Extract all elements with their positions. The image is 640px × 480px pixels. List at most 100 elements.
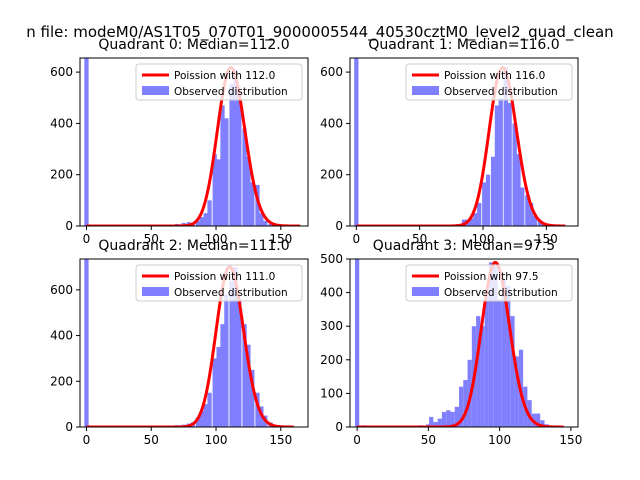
quadrant-3-panel: 0 50 100 150 0 100 200 300 400 500 Poission with 9… xyxy=(320,238,582,447)
histogram-bar xyxy=(237,299,242,427)
y-tick-label: 500 xyxy=(320,252,343,266)
legend-bar-swatch xyxy=(412,287,439,296)
x-tick-label: 0 xyxy=(353,433,361,447)
histogram-bars xyxy=(354,58,562,226)
y-tick-label: 100 xyxy=(320,386,343,400)
y-tick-label: 300 xyxy=(320,319,343,333)
legend-bar-swatch xyxy=(142,86,169,95)
y-tick-label: 600 xyxy=(320,65,343,79)
histogram-bar xyxy=(212,358,217,427)
legend: Poission with 97.5 Observed distribution xyxy=(405,264,573,302)
y-tick-label: 400 xyxy=(320,116,343,130)
y-tick-label: 200 xyxy=(50,374,73,388)
histogram-bar xyxy=(250,369,255,427)
histogram-bar xyxy=(476,316,481,427)
legend-box xyxy=(135,63,303,101)
poisson-fit-line xyxy=(356,260,565,427)
histogram-bar xyxy=(469,218,474,226)
x-tick-label: 100 xyxy=(472,232,495,246)
histogram-bar xyxy=(433,421,438,427)
x-tick-label: 100 xyxy=(205,433,228,447)
x-tick-label: 0 xyxy=(83,232,91,246)
histogram-bar xyxy=(207,200,212,226)
legend-entry-observed: Observed distribution xyxy=(174,86,288,98)
x-tick-label: 100 xyxy=(488,433,511,447)
histogram-bar xyxy=(540,420,545,427)
legend-entry-fit: Poission with 116.0 xyxy=(444,70,545,82)
histogram-bar xyxy=(203,404,208,427)
histogram-bar xyxy=(494,105,500,226)
histogram-bar xyxy=(497,299,502,427)
y-tick-label: 200 xyxy=(320,353,343,367)
histogram-bar xyxy=(446,410,451,427)
quadrant-title: Quadrant 2: Median=111.0 xyxy=(98,238,289,254)
poisson-fit-line xyxy=(355,66,567,226)
histogram-bar xyxy=(493,265,498,427)
histogram-bar xyxy=(477,202,482,226)
histogram-bar xyxy=(516,154,521,226)
x-tick-label: 150 xyxy=(535,232,558,246)
histogram-bar xyxy=(488,262,494,427)
histogram-bar xyxy=(525,195,530,226)
legend: Poission with 112.0 Observed distribution xyxy=(135,63,303,101)
histogram-bar xyxy=(506,285,511,427)
legend-entry-fit: Poission with 97.5 xyxy=(444,271,539,283)
histogram-bar xyxy=(255,392,260,427)
axes-frame xyxy=(79,57,309,227)
legend: Poission with 116.0 Observed distribution xyxy=(405,63,573,101)
histogram-bar xyxy=(354,58,359,226)
x-tick-label: 150 xyxy=(269,232,292,246)
histogram-bar xyxy=(482,182,487,226)
poisson-fit-line xyxy=(85,66,302,226)
histogram-bar xyxy=(220,324,225,427)
histogram-bar xyxy=(450,411,455,427)
x-tick-label: 50 xyxy=(421,433,436,447)
histogram-bar xyxy=(520,187,525,226)
histogram-bar xyxy=(490,156,496,226)
x-tick-label: 50 xyxy=(144,232,159,246)
histogram-bar xyxy=(233,267,238,427)
histogram-bar xyxy=(503,66,508,226)
legend-box xyxy=(135,264,303,302)
histogram-bar xyxy=(454,406,460,427)
legend-box xyxy=(405,264,573,302)
legend-bar-swatch xyxy=(412,86,439,95)
y-tick-label: 600 xyxy=(50,65,73,79)
histogram-bar xyxy=(246,344,251,427)
axes-frame xyxy=(349,258,579,428)
y-tick-label: 400 xyxy=(50,329,73,343)
histogram-bar xyxy=(216,159,221,226)
histogram-bar xyxy=(510,316,515,427)
histogram-bar xyxy=(246,156,251,226)
x-tick-label: 50 xyxy=(412,232,427,246)
histogram-bar xyxy=(207,392,212,427)
histogram-bar xyxy=(242,324,247,427)
histogram-bar xyxy=(195,417,201,427)
histogram-bar xyxy=(484,295,489,427)
histogram-bar xyxy=(250,182,255,226)
y-tick-label: 0 xyxy=(65,219,73,233)
quadrant-2-panel: 0 50 100 150 0 200 400 600 Poission with 111.0 Ob… xyxy=(50,238,309,447)
histogram-bar xyxy=(441,411,447,427)
histogram-bar xyxy=(501,279,507,427)
histogram-bar xyxy=(224,118,229,226)
histogram-bar xyxy=(259,213,264,226)
histogram-bar xyxy=(216,347,221,427)
y-tick-label: 0 xyxy=(335,420,343,434)
histogram-bar xyxy=(199,217,204,226)
histogram-bar xyxy=(242,128,247,226)
x-tick-label: 150 xyxy=(559,433,582,447)
histogram-bar xyxy=(212,154,217,226)
axes-frame xyxy=(79,258,309,428)
histogram-bar xyxy=(268,223,273,226)
axes-frame xyxy=(349,57,579,227)
histogram-bar xyxy=(532,215,538,226)
quadrant-0-panel: 0 50 100 150 0 200 400 600 Poission with 112.0 Ob… xyxy=(50,37,309,246)
y-tick-label: 400 xyxy=(320,286,343,300)
poisson-fit-line xyxy=(85,265,295,427)
legend-entry-observed: Observed distribution xyxy=(444,287,558,299)
histogram-bar xyxy=(537,220,543,226)
histogram-bar xyxy=(459,386,464,427)
